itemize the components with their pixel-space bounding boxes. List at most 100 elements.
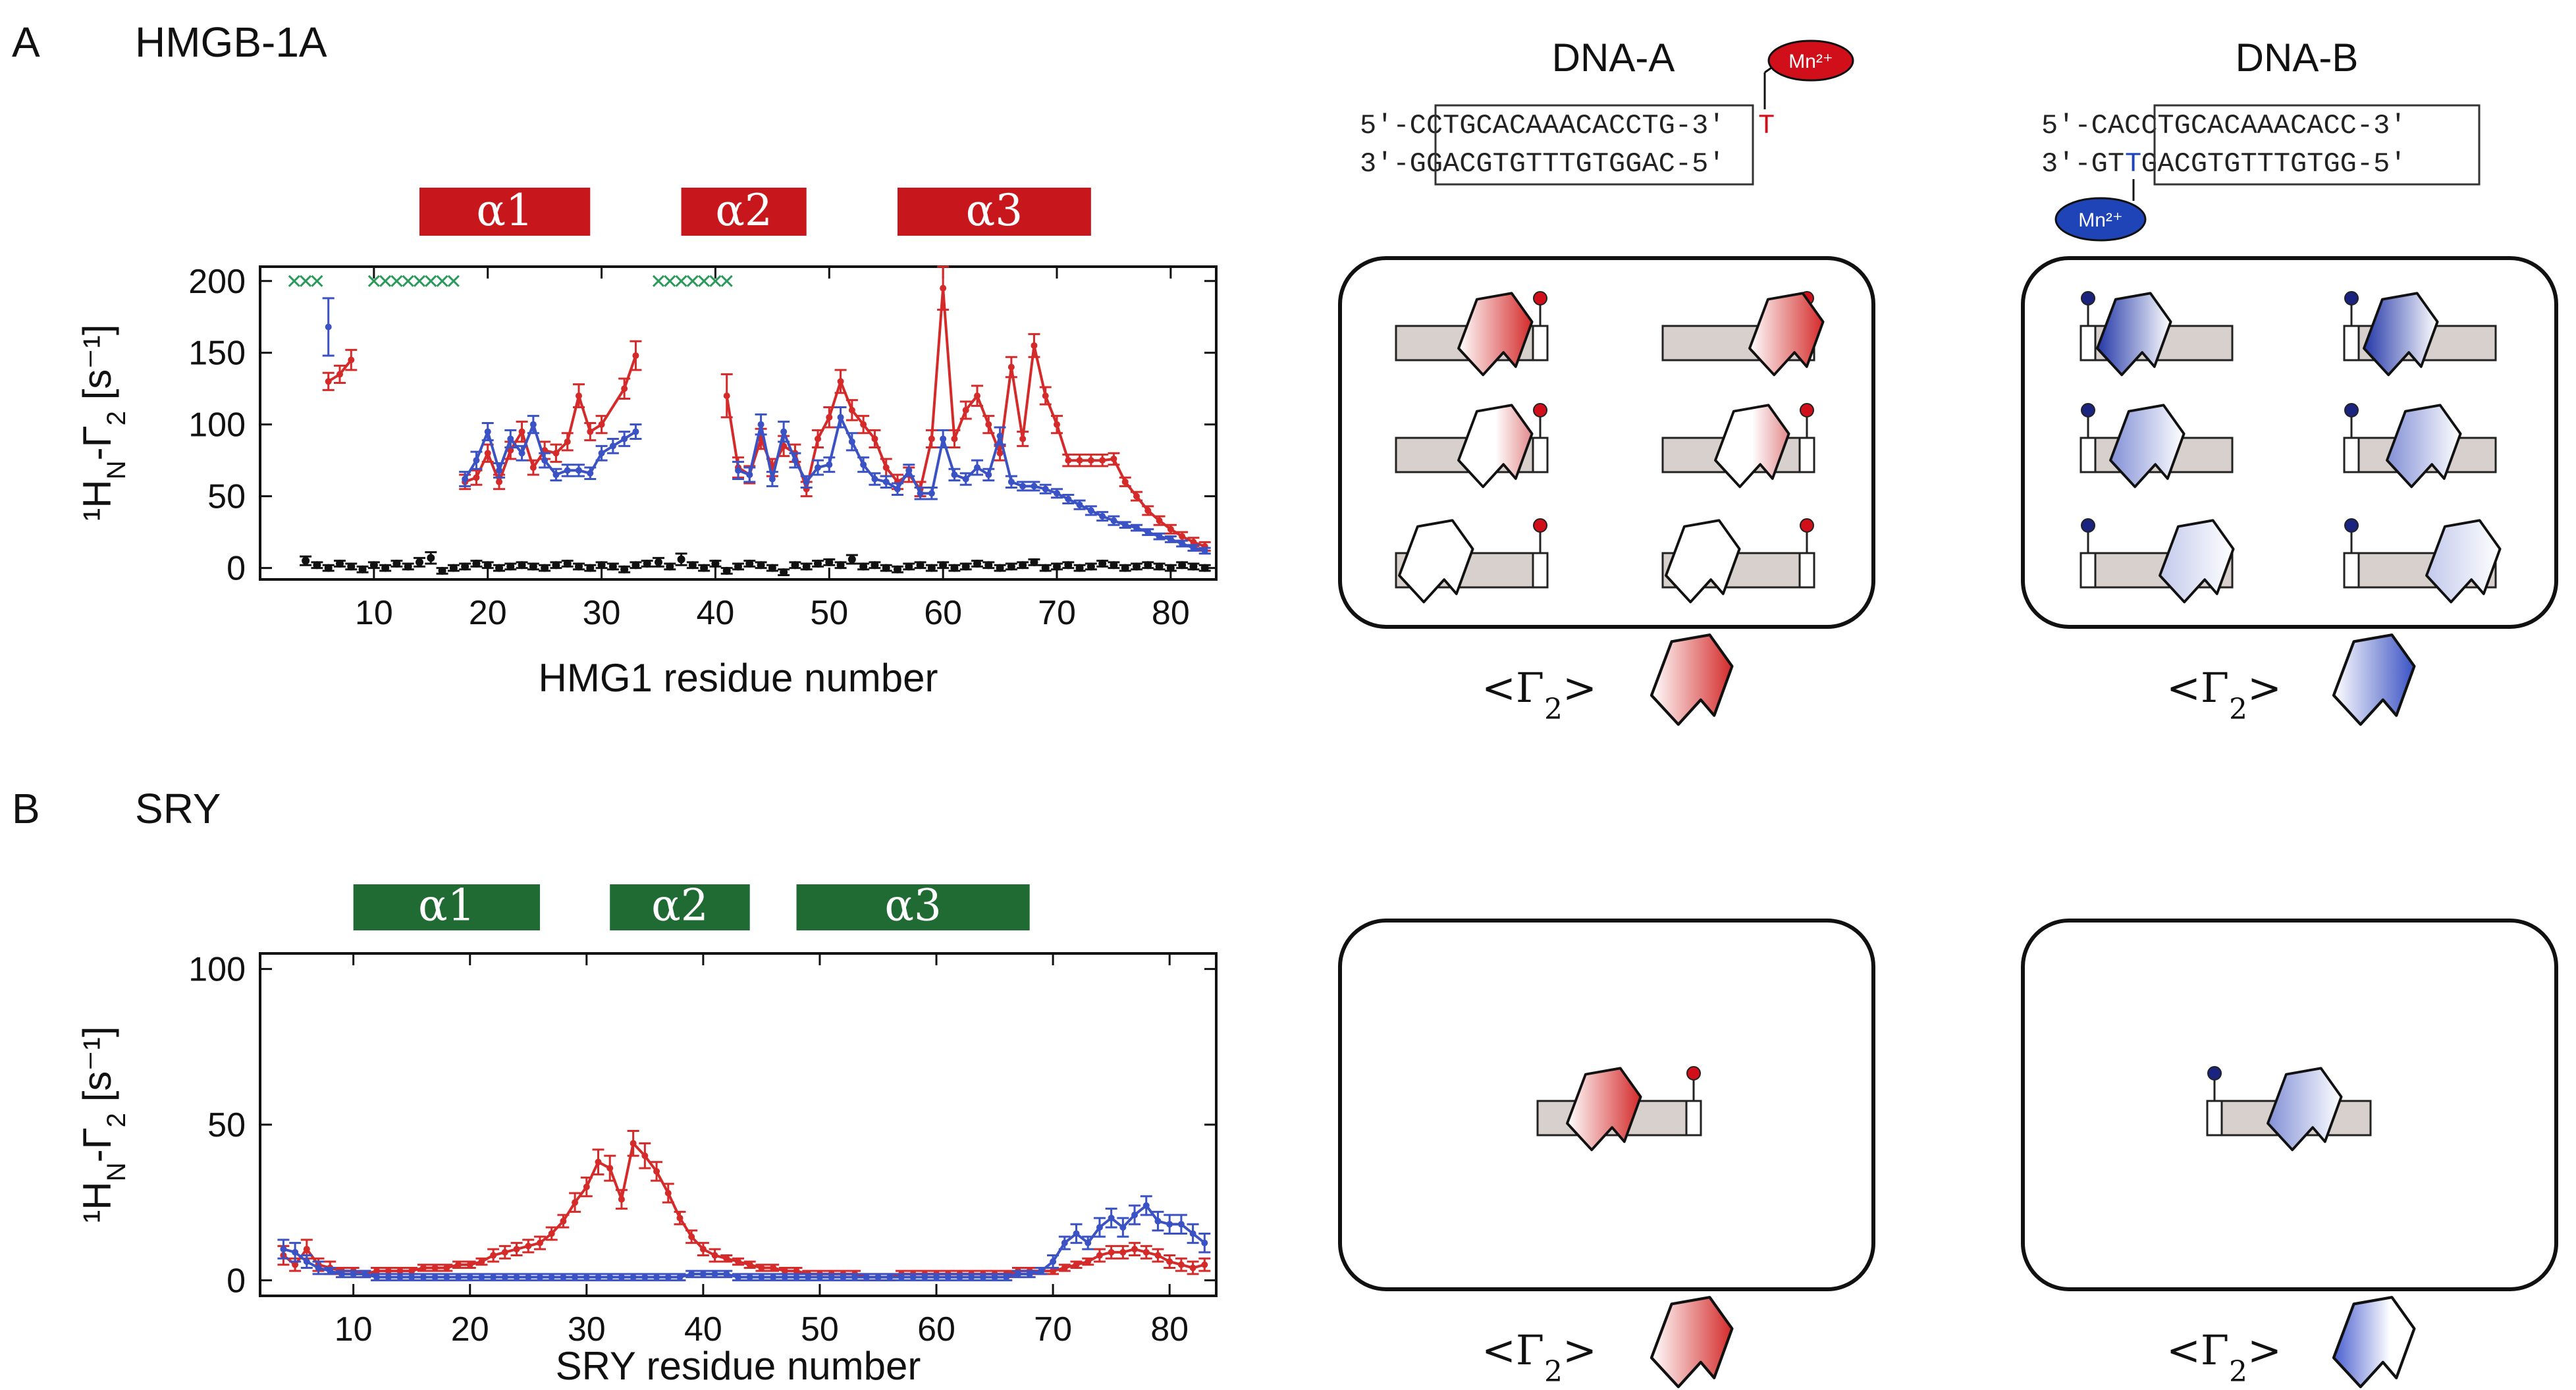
y-label-sub2: 2	[102, 411, 131, 425]
data-point	[455, 1261, 462, 1268]
data-point	[529, 464, 537, 471]
dna-end-segment	[1798, 552, 1815, 589]
avg-gamma-protein-icon	[2332, 633, 2416, 726]
series-line	[282, 1140, 1205, 1279]
gamma-label: <Γ2>	[2166, 1326, 2282, 1389]
protein-dna-complex	[1536, 1066, 1702, 1152]
dna-end-segment	[2080, 437, 2097, 473]
data-point	[632, 428, 639, 435]
data-point	[541, 564, 549, 572]
dna-end-segment	[2343, 552, 2360, 589]
data-point	[501, 1248, 508, 1256]
data-point	[768, 564, 776, 572]
protein-dna-complex	[1661, 518, 1815, 604]
data-point	[302, 556, 310, 565]
data-point	[898, 1273, 905, 1281]
data-point	[1065, 457, 1072, 464]
data-point	[734, 562, 742, 571]
data-point	[735, 1273, 741, 1281]
mn-red-label: Mn²⁺	[1788, 51, 1833, 72]
data-point	[587, 428, 594, 435]
data-point	[1155, 562, 1164, 571]
helix-bar-1	[353, 884, 540, 930]
data-point	[280, 1246, 287, 1253]
data-point	[396, 1273, 404, 1281]
data-point	[664, 1273, 672, 1281]
data-point	[621, 435, 628, 442]
data-point	[1053, 562, 1061, 571]
data-point	[1108, 1248, 1115, 1256]
series-dna-a	[277, 1129, 1211, 1281]
data-point	[606, 1273, 614, 1281]
data-point	[770, 1264, 777, 1271]
data-point	[746, 1261, 753, 1268]
missing-residue-mark	[709, 275, 722, 287]
y-label-sub: N	[102, 460, 131, 479]
data-point	[1121, 564, 1129, 572]
data-point	[608, 562, 617, 571]
data-point	[1166, 1221, 1173, 1228]
series-control	[300, 551, 1211, 577]
data-point	[1144, 561, 1152, 570]
data-point	[688, 561, 697, 570]
data-point	[1166, 564, 1175, 572]
y-label-sub: N	[102, 1162, 131, 1181]
data-point	[606, 1165, 614, 1172]
data-point	[1189, 1230, 1196, 1237]
data-point	[991, 1273, 998, 1281]
dna-b-top-strand: 5'-CACCTGCACAAACACC-3'	[2041, 110, 2407, 142]
gamma-label: <Γ2>	[1482, 664, 1597, 726]
data-point	[529, 562, 537, 571]
data-point	[529, 421, 537, 428]
data-point	[1076, 501, 1083, 508]
missing-residue-mark	[652, 275, 665, 287]
mn-spin-label	[2344, 291, 2359, 306]
data-point	[886, 1273, 894, 1281]
avg-gamma-protein-icon	[1650, 1296, 1734, 1389]
data-point	[840, 1273, 847, 1281]
data-point	[951, 435, 958, 442]
data-point	[496, 467, 502, 474]
data-point	[874, 1273, 882, 1281]
data-point	[404, 562, 412, 571]
data-point	[962, 475, 969, 483]
helix-bar-3	[898, 188, 1091, 236]
data-point	[723, 1255, 730, 1262]
data-point	[996, 433, 1004, 440]
data-point	[780, 428, 788, 435]
x-tick-label: 50	[801, 1310, 839, 1349]
chart-sry: α1 α2 α3 10 20 30 40 50 60 70 80 0 50 100 SRY resid…	[75, 880, 1218, 1388]
data-point	[666, 562, 674, 571]
data-point	[950, 564, 959, 572]
data-point	[631, 561, 640, 570]
data-point	[478, 1258, 485, 1265]
x-tick-label: 60	[917, 1310, 955, 1349]
data-point	[1042, 485, 1049, 493]
dna-end-segment	[1532, 437, 1549, 473]
data-point	[1121, 478, 1129, 485]
missing-residue-mark	[425, 275, 437, 287]
hmg-box-protein	[2267, 1067, 2343, 1152]
data-point	[466, 1273, 473, 1281]
data-point	[473, 457, 480, 464]
data-point	[513, 1246, 520, 1253]
x-tick-label: 40	[684, 1310, 722, 1349]
x-tick-label: 50	[810, 594, 848, 632]
data-point	[688, 1270, 695, 1277]
data-point	[1144, 507, 1152, 514]
missing-residue-mark	[720, 275, 733, 287]
data-point	[1142, 1248, 1150, 1256]
data-point	[940, 284, 947, 292]
data-point	[871, 475, 878, 483]
data-point	[583, 1273, 590, 1281]
missing-residue-mark	[447, 275, 460, 287]
data-point	[292, 1261, 299, 1268]
data-point	[1166, 1258, 1173, 1265]
data-point	[1019, 483, 1027, 490]
y-label-head: ¹H	[75, 479, 119, 521]
data-point	[1003, 1273, 1010, 1281]
data-point	[780, 568, 788, 577]
data-point	[618, 1273, 625, 1281]
data-point	[1154, 1217, 1162, 1225]
data-point	[770, 1273, 777, 1281]
